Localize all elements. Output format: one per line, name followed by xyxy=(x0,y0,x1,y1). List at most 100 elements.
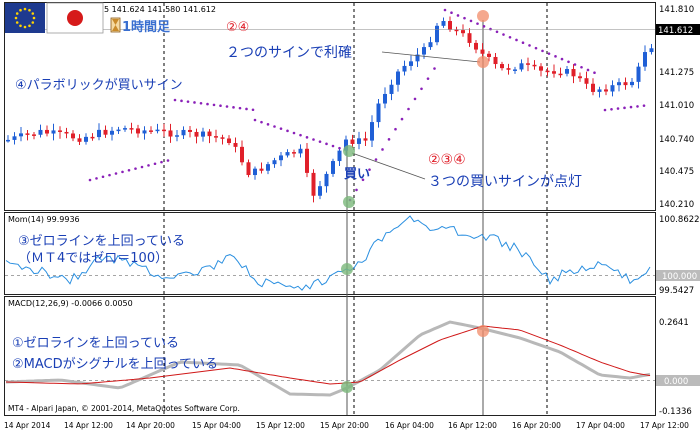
candle-body xyxy=(25,133,30,135)
sar-dot xyxy=(147,164,150,167)
candle-body xyxy=(64,131,69,134)
macd-zero-box xyxy=(656,375,700,386)
highlight-marker xyxy=(343,196,355,208)
sar-dot xyxy=(140,165,144,169)
annotation-three-signs: ３つの買いサインが点灯 xyxy=(428,174,582,190)
sar-dot xyxy=(95,177,98,180)
candle-body xyxy=(493,56,498,65)
macd-annotation-line2: ②MACDがシグナルを上回っている xyxy=(12,357,218,372)
time-axis-label: 16 Apr 04:00 xyxy=(385,421,434,430)
candle-body xyxy=(604,89,608,92)
candle-body xyxy=(643,52,647,67)
candle-body xyxy=(526,63,530,65)
annotation-pointer xyxy=(351,152,426,180)
candle-body xyxy=(227,138,231,144)
sar-dot xyxy=(101,175,105,179)
candle-body xyxy=(77,138,82,142)
candle-body xyxy=(545,70,550,73)
sar-dot xyxy=(318,140,322,143)
candle-body xyxy=(142,130,147,134)
candle-body xyxy=(474,42,478,50)
copyright-text: MT4 - Alpari Japan, © 2001-2014, MetaQuo… xyxy=(8,404,240,413)
time-axis-label: 17 Apr 04:00 xyxy=(576,421,625,430)
eu-flag-star xyxy=(15,21,19,24)
candle-body xyxy=(617,82,621,86)
price-axis-label: 141.275 xyxy=(659,68,694,78)
candle-body xyxy=(480,49,485,54)
candle-body xyxy=(84,136,88,142)
candle-body xyxy=(435,25,439,43)
candle-body xyxy=(428,42,433,48)
sar-dot xyxy=(508,35,512,39)
candle-body xyxy=(389,84,394,94)
sar-dot xyxy=(450,11,453,15)
candle-body xyxy=(636,66,641,82)
candle-body xyxy=(129,128,134,130)
price-axis-label: 141.010 xyxy=(659,101,694,111)
candle-body xyxy=(532,64,537,67)
sar-dot xyxy=(305,136,309,139)
sar-dot xyxy=(225,105,229,108)
sar-dot xyxy=(160,160,163,164)
sar-dot xyxy=(433,67,436,70)
candle-body xyxy=(51,130,56,134)
annotation-buy-word: 買い xyxy=(344,167,370,182)
highlight-marker xyxy=(341,263,353,275)
sar-dot xyxy=(443,8,447,12)
candle-body xyxy=(103,129,108,135)
macd-axis-label: -0.1336 xyxy=(659,407,692,417)
sar-dot xyxy=(554,55,557,58)
time-axis-label: 14 Apr 2014 xyxy=(4,421,51,430)
japan-flag-icon xyxy=(46,2,104,34)
highlight-marker xyxy=(477,10,489,22)
sar-dot xyxy=(616,107,620,110)
annotation-buy-numbers: ②③④ xyxy=(428,152,466,168)
candle-body xyxy=(136,128,140,134)
highlight-marker xyxy=(477,325,489,337)
sar-dot xyxy=(603,108,607,112)
sar-dot xyxy=(88,178,92,182)
annotation-profit-taking: ２つのサインで利確 xyxy=(226,45,352,61)
sar-dot xyxy=(286,129,289,133)
candle-body xyxy=(38,129,43,135)
candle-body xyxy=(246,162,251,176)
sar-dot xyxy=(180,99,183,103)
candle-body xyxy=(110,130,114,135)
candle-body xyxy=(513,69,517,71)
sar-dot xyxy=(232,106,235,109)
candle-body xyxy=(461,30,465,34)
time-axis-label: 15 Apr 12:00 xyxy=(256,421,305,430)
time-axis-label: 16 Apr 20:00 xyxy=(512,421,561,430)
sar-dot xyxy=(636,105,639,108)
current-price-box xyxy=(656,24,700,35)
sar-dot xyxy=(413,97,417,101)
mom-panel-frame xyxy=(4,212,656,295)
candle-body xyxy=(201,131,205,137)
candle-body xyxy=(90,136,95,139)
sar-dot xyxy=(368,168,371,171)
mom-axis-label: 100.000 xyxy=(662,272,697,282)
sar-dot xyxy=(610,107,613,111)
macd-annotation-line1: ①ゼロラインを上回っている xyxy=(12,336,179,351)
sar-dot xyxy=(489,27,492,31)
candle-body xyxy=(181,129,186,136)
macd-axis-label: 0.2641 xyxy=(659,318,689,328)
time-axis-label: 15 Apr 20:00 xyxy=(320,421,369,430)
candle-body xyxy=(311,172,316,196)
candle-body xyxy=(558,73,563,76)
parabolic-sar-series xyxy=(88,8,646,202)
sar-dot xyxy=(400,117,404,121)
candle-body xyxy=(220,137,225,139)
candle-body xyxy=(12,136,17,140)
sar-dot xyxy=(114,172,118,175)
sar-dot xyxy=(166,159,170,162)
sar-dot xyxy=(593,71,596,74)
price-axis-label: 140.210 xyxy=(659,200,694,210)
sar-dot xyxy=(219,104,222,107)
candle-body xyxy=(175,135,179,137)
eu-flag-star xyxy=(19,8,22,12)
mom-axis-label: 100.8622 xyxy=(659,215,700,225)
sar-dot xyxy=(238,106,242,110)
candle-body xyxy=(298,148,303,154)
